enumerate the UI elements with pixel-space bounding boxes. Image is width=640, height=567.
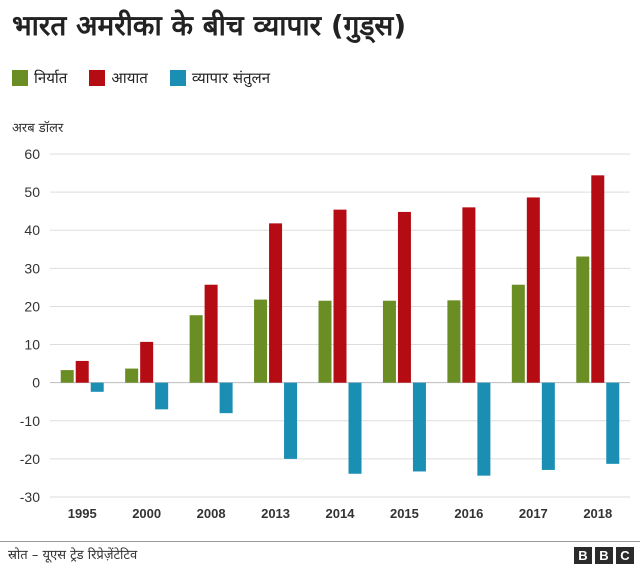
x-tick-label: 2016: [454, 506, 483, 521]
legend-label-balance: व्यापार संतुलन: [191, 69, 271, 87]
bar-exports: [511, 284, 525, 383]
bbc-logo: B B C: [574, 547, 634, 564]
legend-swatch-exports: [12, 70, 28, 86]
bar-chart: 60 50 40 30 20 10 0 -10 -20 -30 1995 2000 2008 2013 20…: [20, 146, 630, 521]
bar-imports: [140, 341, 154, 383]
bar-imports: [75, 360, 89, 383]
bar-balance: [284, 382, 298, 459]
legend-swatch-imports: [89, 70, 106, 86]
bar-balance: [606, 382, 620, 464]
bar-exports: [125, 368, 139, 383]
x-tick-label: 2000: [132, 506, 161, 521]
y-tick-label: 50: [24, 184, 40, 200]
x-tick-label: 2017: [519, 506, 548, 521]
x-tick-label: 2015: [390, 506, 419, 521]
legend-item-imports: आयात: [89, 68, 148, 88]
bar-exports: [447, 300, 461, 383]
y-tick-label: 40: [24, 222, 40, 238]
x-tick-label: 2013: [261, 506, 290, 521]
bar-balance: [90, 382, 104, 392]
legend: निर्यात आयात व्यापार संतुलन: [12, 68, 270, 88]
bar-balance: [541, 382, 555, 470]
bar-exports: [382, 300, 396, 383]
bar-exports: [254, 299, 268, 383]
x-tick-label: 2008: [197, 506, 226, 521]
legend-item-balance: व्यापार संतुलन: [169, 68, 271, 88]
source-note: स्रोत – यूएस ट्रेड रिप्रेज़ेंटेटिव: [8, 548, 138, 563]
legend-item-exports: निर्यात: [12, 68, 67, 88]
y-tick-label: 60: [24, 146, 40, 162]
bar-exports: [189, 315, 203, 383]
bar-imports: [462, 207, 476, 383]
bbc-logo-letter: B: [595, 547, 613, 564]
x-tick-label: 2014: [326, 506, 356, 521]
legend-label-imports: आयात: [111, 69, 148, 87]
bar-imports: [269, 223, 283, 383]
bar-balance: [219, 382, 233, 414]
y-tick-label: -30: [20, 489, 40, 505]
bar-balance: [348, 382, 362, 474]
y-tick-label: -20: [20, 451, 40, 467]
bar-imports: [526, 197, 540, 383]
bbc-logo-letter: B: [574, 547, 592, 564]
chart-title: भारत अमरीका के बीच व्यापार (गुड्स): [12, 9, 407, 42]
bar-imports: [591, 175, 605, 383]
bar-exports: [576, 256, 590, 383]
legend-label-exports: निर्यात: [34, 69, 68, 87]
y-tick-label: 20: [24, 298, 40, 314]
y-axis-unit-label: अरब डॉलर: [12, 121, 64, 136]
y-tick-label: -10: [20, 413, 40, 429]
bar-imports: [333, 209, 347, 383]
bar-imports: [204, 284, 218, 383]
y-tick-label: 0: [32, 375, 40, 391]
bar-balance: [477, 382, 491, 476]
bbc-logo-letter: C: [616, 547, 634, 564]
bar-balance: [155, 382, 169, 410]
x-tick-label: 1995: [68, 506, 97, 521]
bar-exports: [60, 370, 74, 383]
x-tick-label: 2018: [583, 506, 612, 521]
bar-imports: [397, 211, 411, 383]
y-tick-label: 10: [24, 337, 40, 353]
legend-swatch-balance: [169, 70, 186, 86]
y-tick-label: 30: [24, 260, 40, 276]
bar-exports: [318, 300, 332, 383]
footer-divider: [0, 541, 640, 542]
bar-balance: [412, 382, 426, 472]
